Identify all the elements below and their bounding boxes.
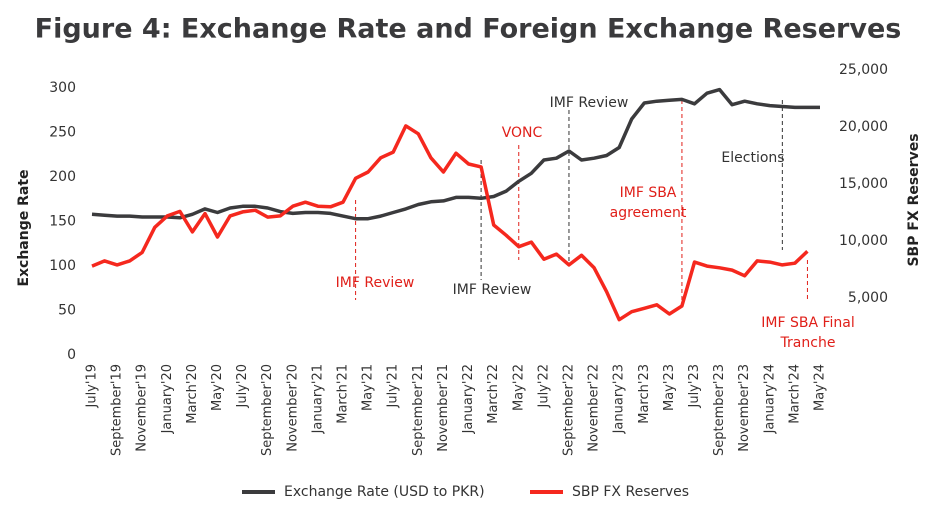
legend-label: SBP FX Reserves <box>572 484 689 500</box>
x-tick-label: November'20 <box>285 364 300 452</box>
legend-label: Exchange Rate (USD to PKR) <box>284 484 485 500</box>
x-tick-label: July'21 <box>386 364 401 409</box>
y2-tick-label: 10,000 <box>839 233 888 249</box>
x-tick-label: July'19 <box>85 364 100 409</box>
x-tick-label: July'23 <box>687 364 702 409</box>
y-tick-label: 300 <box>49 80 76 96</box>
annotation: agreement <box>610 205 687 221</box>
x-tick-label: May'20 <box>210 364 225 411</box>
y2-tick-label: 5,000 <box>848 290 888 306</box>
x-tick-label: May'21 <box>361 364 376 411</box>
annotation: IMF SBA Final <box>761 315 855 331</box>
y-tick-label: 100 <box>49 258 76 274</box>
x-tick-label: January'21 <box>310 364 325 434</box>
annotation: IMF SBA <box>620 185 677 201</box>
x-tick-label: November'23 <box>737 364 752 452</box>
annotation: VONC <box>502 125 543 141</box>
x-tick-label: January'24 <box>762 364 777 434</box>
x-tick-label: September'19 <box>110 364 125 456</box>
chart-title: Figure 4: Exchange Rate and Foreign Exch… <box>35 14 902 45</box>
y-tick-label: 250 <box>49 124 76 140</box>
series-line <box>91 87 820 221</box>
x-tick-label: May'22 <box>511 364 526 411</box>
y-axis-title: Exchange Rate <box>16 169 32 286</box>
y2-tick-label: 20,000 <box>839 119 888 135</box>
x-tick-label: September'23 <box>712 364 727 456</box>
annotation: Tranche <box>780 335 836 351</box>
x-tick-label: September'20 <box>260 364 275 456</box>
x-tick-label: November'22 <box>587 364 602 452</box>
y-tick-label: 0 <box>67 347 76 363</box>
x-tick-label: March'21 <box>336 364 351 424</box>
y-tick-label: 200 <box>49 169 76 185</box>
annotation: IMF Review <box>336 275 415 291</box>
x-tick-label: January'23 <box>612 364 627 434</box>
y-tick-label: 150 <box>49 213 76 229</box>
y2-tick-label: 15,000 <box>839 176 888 192</box>
annotation: IMF Review <box>453 282 532 298</box>
x-tick-label: July'22 <box>536 364 551 409</box>
x-tick-label: January'22 <box>461 364 476 434</box>
x-tick-label: March'23 <box>637 364 652 424</box>
x-tick-label: September'22 <box>561 364 576 456</box>
x-tick-label: May'23 <box>662 364 677 411</box>
x-tick-label: January'20 <box>160 364 175 434</box>
x-tick-label: November'19 <box>135 364 150 452</box>
x-tick-label: March'22 <box>486 364 501 424</box>
x-tick-label: May'24 <box>813 364 828 411</box>
x-tick-label: July'20 <box>235 364 250 409</box>
y2-axis-title: SBP FX Reserves <box>906 133 922 266</box>
x-tick-label: November'21 <box>436 364 451 452</box>
x-tick-label: March'24 <box>787 364 802 424</box>
y2-tick-label: 25,000 <box>839 62 888 78</box>
x-tick-label: September'21 <box>411 364 426 456</box>
y-tick-label: 50 <box>58 302 76 318</box>
x-tick-label: March'20 <box>185 364 200 424</box>
series-line <box>91 124 809 322</box>
annotation: IMF Review <box>550 95 629 111</box>
annotation: Elections <box>721 150 784 166</box>
